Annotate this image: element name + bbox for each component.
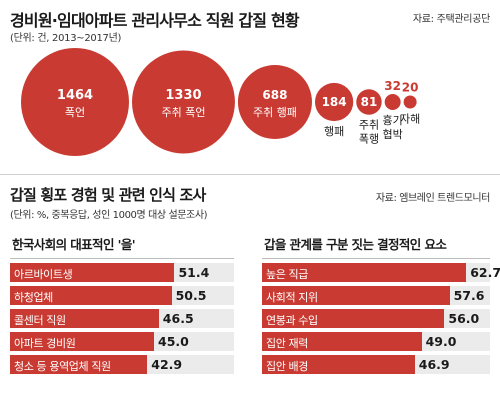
bar-row: 아르바이트생 51.4: [10, 263, 234, 282]
section-divider: [0, 174, 500, 175]
bar-row: 연봉과 수입 56.0: [262, 309, 490, 328]
bar-label: 집안 배경: [266, 360, 308, 373]
bar-row: 하청업체 50.5: [10, 286, 234, 305]
bubble-label: 주취 행패: [253, 106, 297, 119]
bar-value: 46.9: [418, 357, 450, 372]
panel-gap-eul-rows: 높은 직급 62.7 사회적 지위 57.6 연봉과 수입 56.0 집안 재력 49.0 집안…: [262, 263, 500, 374]
survey-source-note: 자료: 엠브레인 트렌드모니터: [375, 193, 491, 204]
bar-row: 사회적 지위 57.6: [262, 286, 490, 305]
survey-title: 갑질 횡포 경험 및 관련 인식 조사: [10, 186, 206, 204]
bubble-value: 1464: [57, 88, 93, 103]
bar: [10, 309, 159, 328]
bar: [10, 263, 175, 282]
bar-row: 집안 배경 46.9: [262, 355, 490, 374]
survey-unit-note: (단위: %, 중복응답, 성인 1000명 대상 설문조사): [10, 210, 208, 221]
bar-row: 아파트 경비원 45.0: [10, 332, 234, 351]
bubble-label: 주취 폭언: [161, 106, 205, 119]
bar: [262, 332, 422, 351]
bubble-chart: 1464 폭언 1330 주취 폭언 688 주취 행패 184 행패 81 주취 폭행 32 흉기 협박…: [21, 48, 420, 156]
panel-eul-divider: [10, 258, 234, 259]
bar: [262, 286, 450, 305]
bubble-value: 20: [402, 81, 419, 95]
panel-eul: 한국사회의 대표적인 '을' 아르바이트생 51.4 하청업체 50.5 콜센터 직원 4…: [10, 230, 234, 378]
bubble-value: 81: [361, 95, 378, 109]
bar-label: 높은 직급: [266, 268, 308, 281]
panel-eul-rows: 아르바이트생 51.4 하청업체 50.5 콜센터 직원 46.5 아파트 경비원 45.0 청…: [10, 263, 234, 374]
bar: [262, 355, 415, 374]
bar-label: 아파트 경비원: [14, 337, 76, 350]
bubble-3: [314, 82, 354, 122]
panel-eul-title: 한국사회의 대표적인 '을': [12, 237, 136, 252]
bubble-label: 흉기 협박: [383, 113, 403, 141]
bar-label: 연봉과 수입: [266, 314, 318, 327]
bar-label: 사회적 지위: [266, 291, 318, 304]
bubble-2: [237, 64, 312, 140]
bubble-label: 폭언: [65, 106, 85, 119]
bar-value: 56.0: [448, 311, 480, 326]
bar-label: 집안 재력: [266, 337, 308, 350]
bar: [10, 355, 148, 374]
bubble-value: 688: [262, 88, 287, 102]
bar-label: 청소 등 용역업체 직원: [14, 360, 111, 373]
bubble-0: [21, 48, 129, 156]
bubble-label: 주취 폭행: [359, 119, 379, 146]
bar-row: 집안 재력 49.0: [262, 332, 490, 351]
bubble-5: [384, 94, 401, 110]
bar-label: 하청업체: [14, 291, 53, 304]
bar-value: 46.5: [162, 311, 194, 326]
bubble-label: 행패: [324, 125, 344, 138]
bar-label: 아르바이트생: [14, 268, 73, 281]
bubble-label: 자해: [400, 112, 420, 126]
bubble-1: [132, 50, 235, 154]
bar: [262, 309, 445, 328]
bar: [10, 332, 154, 351]
panel-gap-eul-divider: [262, 258, 490, 259]
source-note: 자료: 주택관리공단: [412, 14, 490, 25]
bar: [262, 263, 467, 282]
bubble-4: [356, 89, 382, 115]
chart-title: 경비원·임대아파트 관리사무소 직원 갑질 현황: [10, 11, 300, 30]
bar-value: 45.0: [158, 334, 189, 349]
bar-value: 50.5: [175, 288, 207, 303]
bar-row: 높은 직급 62.7: [262, 263, 500, 282]
bar-value: 49.0: [425, 334, 457, 349]
unit-note: (단위: 건, 2013~2017년): [10, 33, 122, 44]
bar-value: 42.9: [151, 357, 183, 372]
bar-value: 62.7: [470, 265, 500, 280]
bar: [10, 286, 172, 305]
bubble-value: 1330: [165, 88, 201, 103]
bar-value: 51.4: [178, 265, 210, 280]
bar-row: 청소 등 용역업체 직원 42.9: [10, 355, 234, 374]
bar-row: 콜센터 직원 46.5: [10, 309, 234, 328]
panel-gap-eul: 갑을 관계를 구분 짓는 결정적인 요소 높은 직급 62.7 사회적 지위 57.6…: [262, 230, 500, 378]
panel-gap-eul-title: 갑을 관계를 구분 짓는 결정적인 요소: [264, 237, 447, 252]
bar-label: 콜센터 직원: [14, 314, 66, 327]
bubble-6: [403, 95, 417, 109]
bubble-value: 184: [322, 95, 347, 109]
bar-value: 57.6: [453, 288, 485, 303]
bubble-value: 32: [384, 79, 401, 93]
